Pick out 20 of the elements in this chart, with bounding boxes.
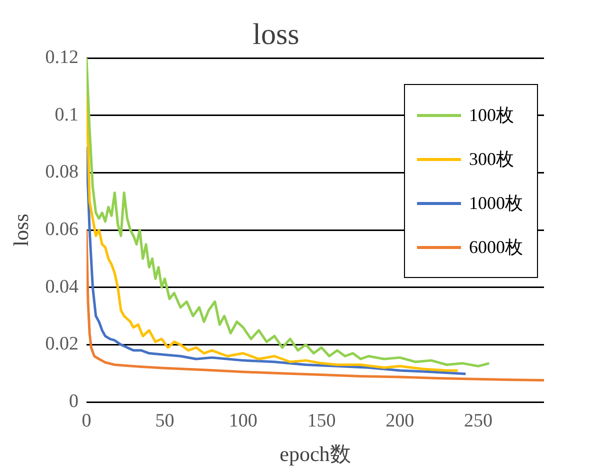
y-tick-label: 0.06 xyxy=(45,218,78,240)
chart-title: loss xyxy=(252,18,300,51)
legend-label: 100枚 xyxy=(469,104,514,127)
y-tick-label: 0.04 xyxy=(45,276,79,298)
x-tick-label: 100 xyxy=(228,410,258,432)
y-tick-label: 0.12 xyxy=(45,46,78,68)
x-tick-label: 50 xyxy=(155,410,174,432)
x-tick-label: 150 xyxy=(307,410,336,432)
x-tick-label: 200 xyxy=(386,410,414,432)
legend-label: 300枚 xyxy=(469,148,514,171)
y-tick-label: 0 xyxy=(68,390,78,412)
x-axis-title: epoch数 xyxy=(280,442,351,466)
y-tick-label: 0.1 xyxy=(54,104,78,126)
legend-label: 1000枚 xyxy=(469,192,523,215)
legend-label: 6000枚 xyxy=(469,236,523,259)
y-tick-label: 0.02 xyxy=(45,334,78,355)
x-tick-label: 0 xyxy=(82,410,92,432)
x-tick-label: 250 xyxy=(464,410,492,432)
y-axis-title: loss xyxy=(9,214,34,246)
y-tick-label: 0.08 xyxy=(45,162,78,183)
